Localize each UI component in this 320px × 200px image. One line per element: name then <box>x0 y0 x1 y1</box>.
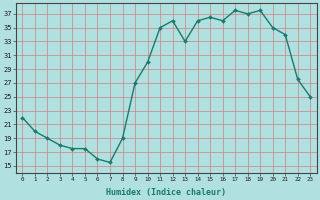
X-axis label: Humidex (Indice chaleur): Humidex (Indice chaleur) <box>106 188 226 197</box>
